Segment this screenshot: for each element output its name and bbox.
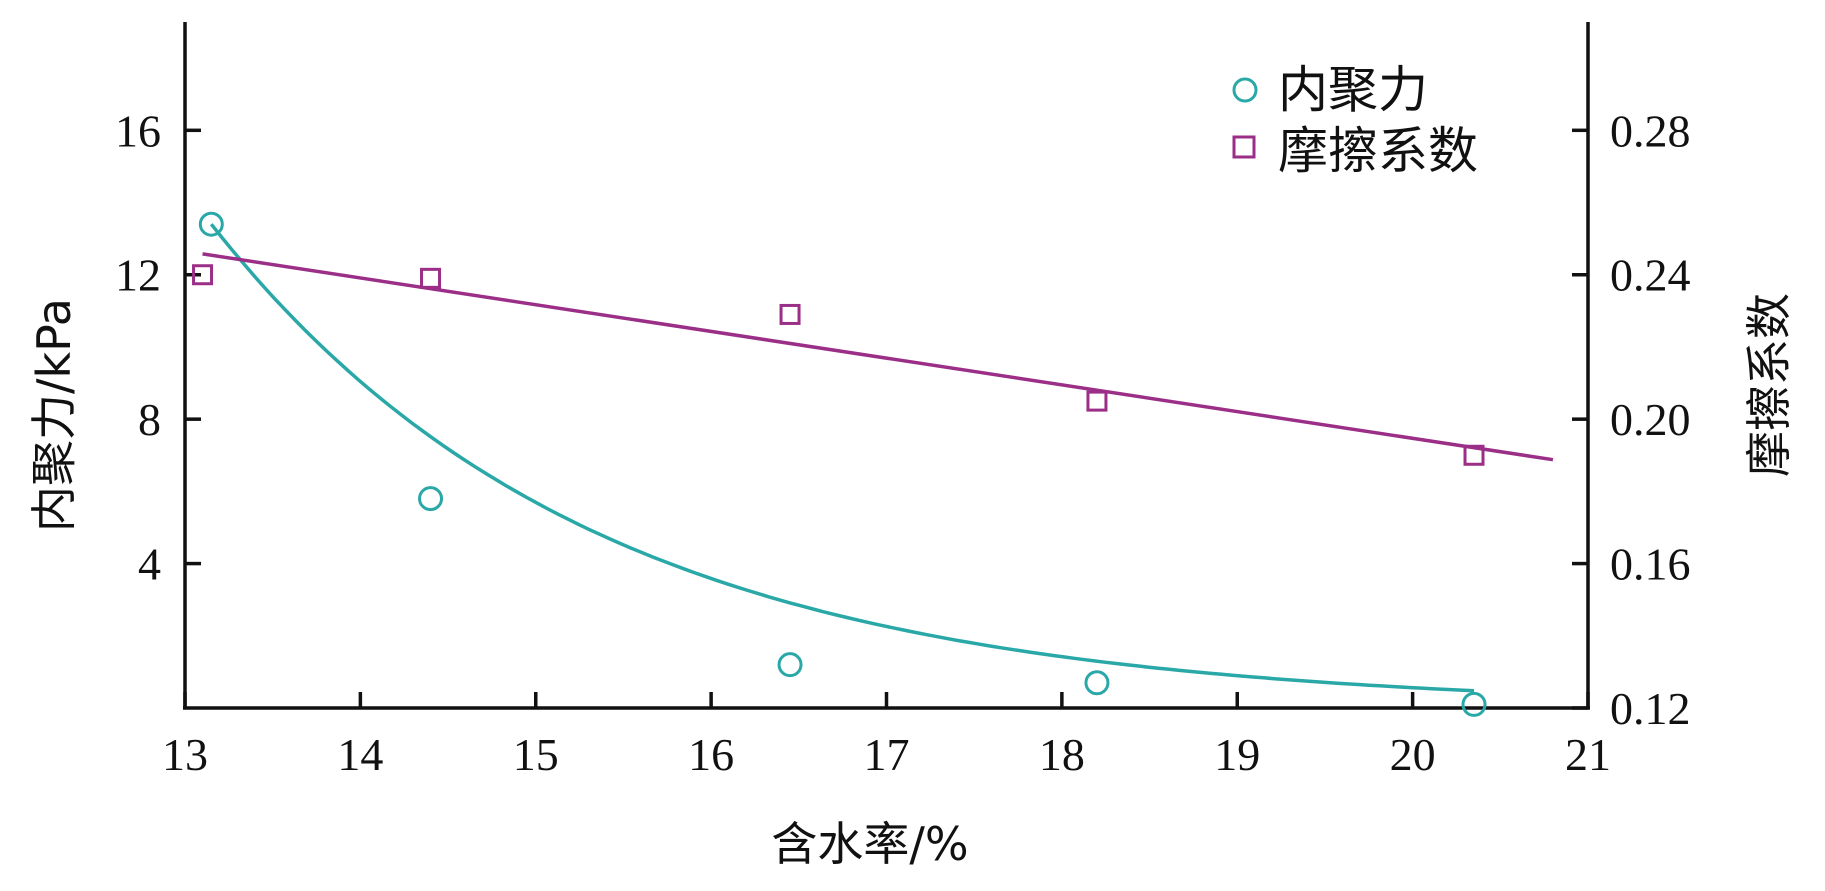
point-cohesion-1	[418, 486, 444, 512]
x-tick-label-8: 21	[1565, 729, 1611, 780]
y-left-axis-title: 内聚力/kPa	[27, 298, 81, 532]
fit-line-cohesion	[209, 223, 1475, 693]
y-left-tick-label-3: 16	[115, 105, 161, 156]
x-tick-label-0: 13	[162, 729, 208, 780]
point-friction-2	[779, 303, 801, 325]
y-right-tick-label-3: 0.24	[1610, 250, 1691, 301]
x-tick-label-5: 18	[1039, 729, 1085, 780]
legend-marker-cohesion	[1232, 77, 1258, 103]
point-friction-3	[1086, 390, 1108, 412]
fit-line-friction	[202, 252, 1554, 462]
legend: 内聚力 摩擦系数	[1232, 61, 1478, 180]
x-tick-label-2: 15	[513, 729, 559, 780]
y-left-tick-label-2: 12	[115, 250, 161, 301]
x-tick-label-4: 17	[864, 729, 910, 780]
point-cohesion-2	[777, 652, 803, 678]
x-axis-ticks: 13 14 15 16 17 18 19 20 21	[162, 692, 1611, 780]
legend-label-friction: 摩擦系数	[1278, 122, 1478, 180]
point-cohesion-0	[198, 211, 224, 237]
y-right-tick-label-0: 0.12	[1610, 683, 1691, 734]
y-right-tick-label-2: 0.20	[1610, 394, 1691, 445]
x-axis-title: 含水率/%	[771, 817, 968, 871]
point-friction-1	[420, 267, 442, 289]
x-tick-label-1: 14	[337, 729, 383, 780]
point-friction-4	[1463, 444, 1485, 466]
data-points	[192, 211, 1487, 717]
y-right-tick-label-4: 0.28	[1610, 105, 1691, 156]
y-left-tick-label-1: 8	[138, 394, 161, 445]
x-tick-label-3: 16	[688, 729, 734, 780]
y-right-axis-title: 摩擦系数	[1742, 293, 1796, 477]
y-right-tick-label-1: 0.16	[1610, 539, 1691, 590]
legend-marker-friction	[1232, 135, 1256, 159]
fit-lines	[202, 223, 1554, 693]
x-tick-label-6: 19	[1214, 729, 1260, 780]
legend-label-cohesion: 内聚力	[1278, 61, 1428, 119]
y-left-tick-label-0: 4	[138, 539, 161, 590]
y-left-axis-ticks: 4 8 12 16	[115, 105, 201, 590]
x-tick-label-7: 20	[1390, 729, 1436, 780]
point-friction-0	[192, 264, 214, 286]
point-cohesion-3	[1084, 670, 1110, 696]
y-right-axis-ticks: 0.12 0.16 0.20 0.24 0.28	[1572, 105, 1691, 734]
point-cohesion-4	[1461, 691, 1487, 717]
